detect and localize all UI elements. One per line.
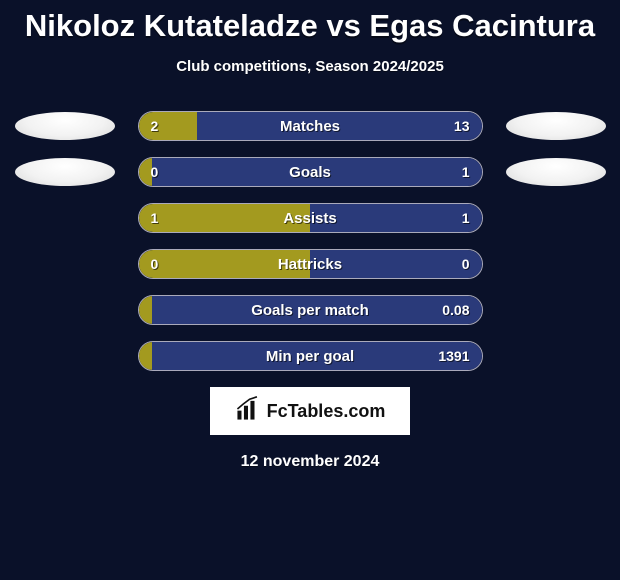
stat-value-left: 2 bbox=[139, 112, 171, 140]
brand-text: FcTables.com bbox=[267, 401, 386, 422]
chart-icon bbox=[235, 396, 261, 427]
right-side bbox=[501, 203, 611, 233]
stat-bar: 0.08Goals per match bbox=[138, 295, 483, 325]
fill-right bbox=[197, 112, 482, 140]
right-side bbox=[501, 249, 611, 279]
stat-value-right: 1391 bbox=[426, 342, 481, 370]
stat-value-right: 1 bbox=[450, 158, 482, 186]
player-avatar-right bbox=[506, 158, 606, 186]
stat-value-left bbox=[139, 342, 163, 370]
stat-value-right: 0.08 bbox=[430, 296, 481, 324]
left-side bbox=[10, 295, 120, 325]
page-subtitle: Club competitions, Season 2024/2025 bbox=[0, 58, 620, 75]
stat-value-right: 13 bbox=[442, 112, 482, 140]
right-side bbox=[501, 111, 611, 141]
stat-value-left: 0 bbox=[139, 158, 171, 186]
stat-row: 0.08Goals per match bbox=[0, 295, 620, 325]
left-side bbox=[10, 111, 120, 141]
stat-value-left bbox=[139, 296, 163, 324]
stat-value-left: 1 bbox=[139, 204, 171, 232]
brand-badge[interactable]: FcTables.com bbox=[210, 387, 410, 435]
player-avatar-left bbox=[15, 112, 115, 140]
stat-row: 1391Min per goal bbox=[0, 341, 620, 371]
left-side bbox=[10, 203, 120, 233]
stat-row: 213Matches bbox=[0, 111, 620, 141]
stat-bar: 213Matches bbox=[138, 111, 483, 141]
stats-container: 213Matches01Goals11Assists00Hattricks0.0… bbox=[0, 111, 620, 371]
stat-bar: 01Goals bbox=[138, 157, 483, 187]
stat-row: 01Goals bbox=[0, 157, 620, 187]
stat-row: 11Assists bbox=[0, 203, 620, 233]
left-side bbox=[10, 249, 120, 279]
stat-value-right: 0 bbox=[450, 250, 482, 278]
page-title: Nikoloz Kutateladze vs Egas Cacintura bbox=[0, 0, 620, 44]
fill-right bbox=[152, 158, 481, 186]
right-side bbox=[501, 157, 611, 187]
stat-row: 00Hattricks bbox=[0, 249, 620, 279]
left-side bbox=[10, 341, 120, 371]
right-side bbox=[501, 341, 611, 371]
stat-value-left: 0 bbox=[139, 250, 171, 278]
player-avatar-right bbox=[506, 112, 606, 140]
right-side bbox=[501, 295, 611, 325]
stat-value-right: 1 bbox=[450, 204, 482, 232]
left-side bbox=[10, 157, 120, 187]
stat-bar: 00Hattricks bbox=[138, 249, 483, 279]
player-avatar-left bbox=[15, 158, 115, 186]
stat-bar: 11Assists bbox=[138, 203, 483, 233]
stat-bar: 1391Min per goal bbox=[138, 341, 483, 371]
date-text: 12 november 2024 bbox=[0, 453, 620, 471]
